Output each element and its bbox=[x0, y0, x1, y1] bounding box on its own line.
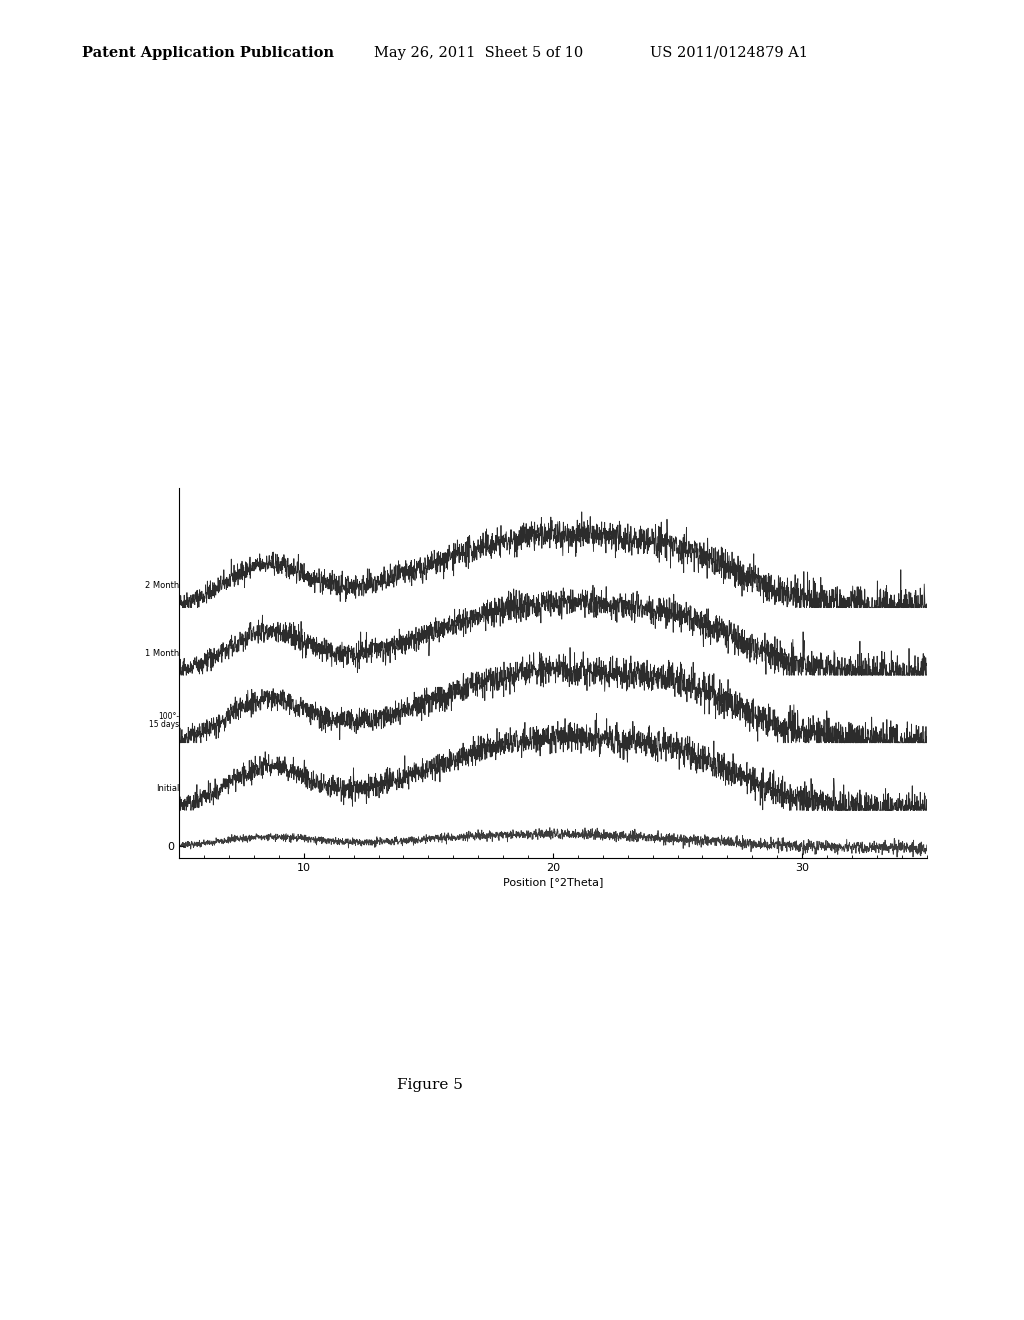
Text: 100°-: 100°- bbox=[158, 711, 179, 721]
Text: US 2011/0124879 A1: US 2011/0124879 A1 bbox=[650, 46, 808, 59]
X-axis label: Position [°2Theta]: Position [°2Theta] bbox=[503, 876, 603, 887]
Text: 15 days: 15 days bbox=[150, 719, 179, 729]
Text: Initial: Initial bbox=[156, 784, 179, 793]
Text: Patent Application Publication: Patent Application Publication bbox=[82, 46, 334, 59]
Text: 1 Month: 1 Month bbox=[145, 649, 179, 657]
Text: 2 Month: 2 Month bbox=[145, 581, 179, 590]
Text: May 26, 2011  Sheet 5 of 10: May 26, 2011 Sheet 5 of 10 bbox=[374, 46, 583, 59]
Text: Figure 5: Figure 5 bbox=[397, 1078, 463, 1092]
